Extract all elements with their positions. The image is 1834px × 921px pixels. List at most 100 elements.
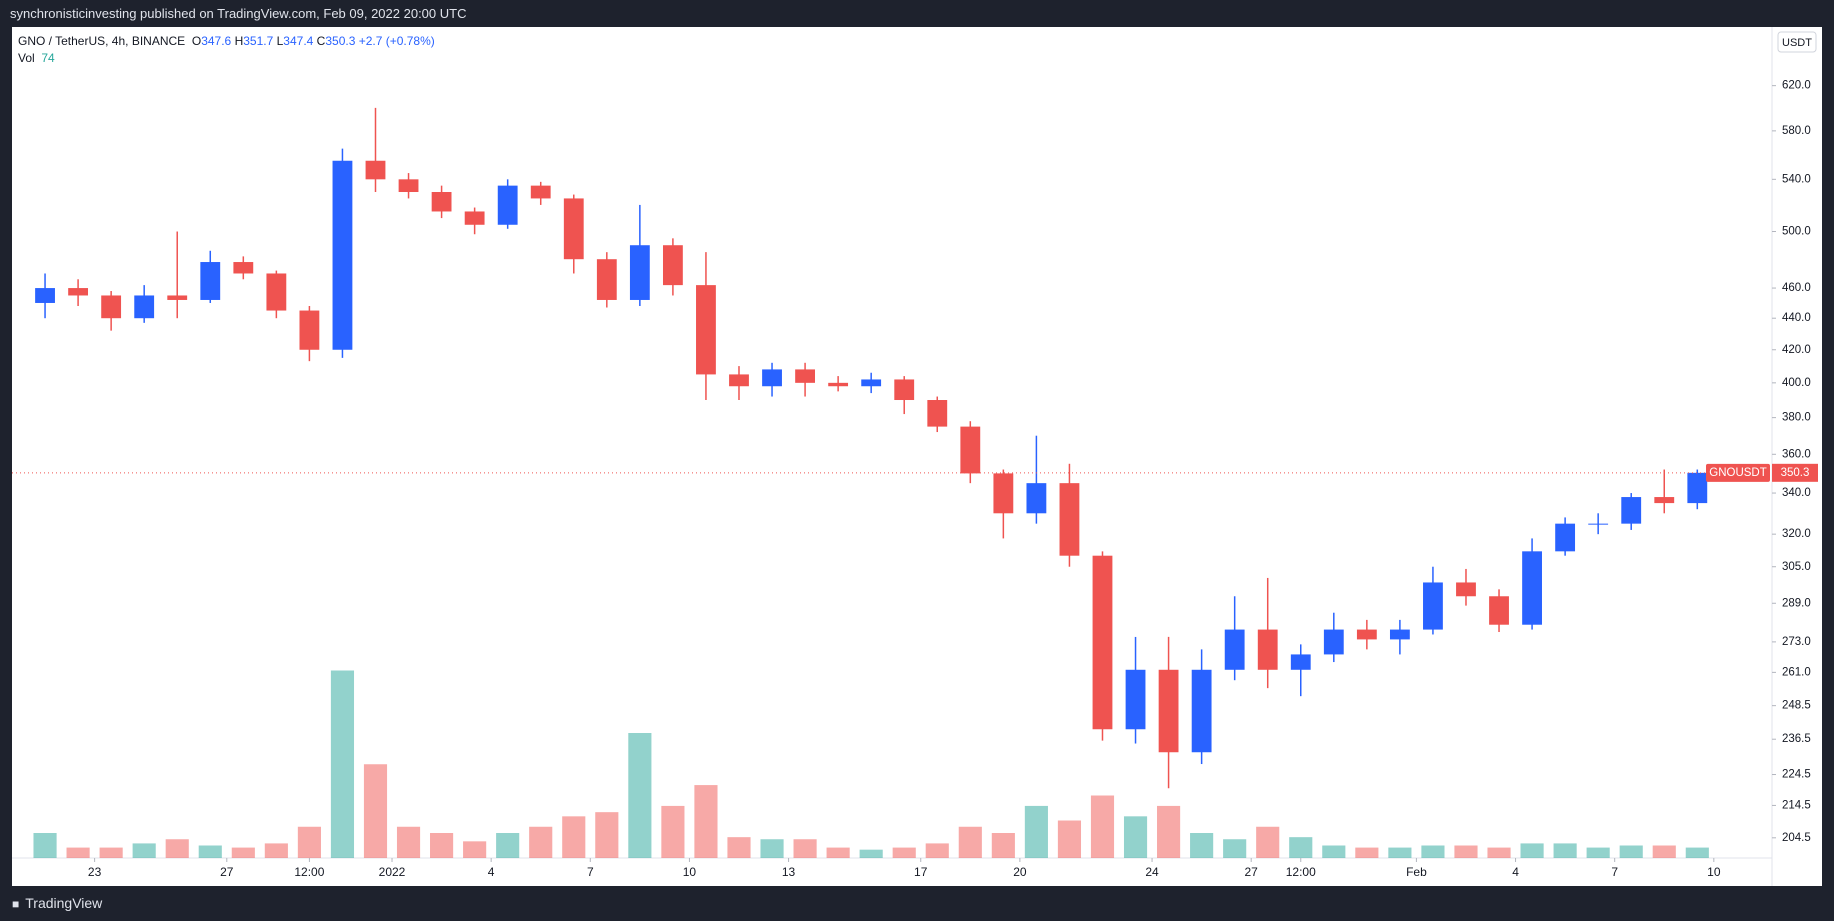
candle-body [1489,596,1509,625]
candle-body [68,288,89,296]
candle-body [266,273,287,311]
candle-body [167,295,188,300]
candle-body [1588,523,1609,525]
x-tick-label: 20 [1013,865,1027,879]
candle-body [101,295,122,319]
volume-bar [496,833,520,858]
volume-bar [892,847,916,858]
open-label: O [191,34,202,48]
x-tick-label: Feb [1406,865,1427,879]
open-value: 347.6 [201,34,232,48]
candle-body [828,382,849,387]
x-tick-label: 2022 [379,865,406,879]
candle-body [497,185,518,225]
y-tick-label: 400.0 [1782,377,1811,389]
y-tick-label: 236.5 [1782,733,1811,745]
volume-bar [1024,805,1048,858]
price-tag-label: 350.3 [1781,467,1810,479]
low-value: 347.4 [283,34,314,48]
candle-body [960,426,981,474]
volume-bar [132,843,156,858]
y-tick-label: 420.0 [1782,344,1811,356]
candle-body [1522,551,1542,625]
change: +2.7 (+0.78%) [358,34,435,48]
candle-body [35,288,55,303]
candle-body [795,369,815,383]
volume-bar [826,847,850,858]
brand: TradingView [25,895,103,911]
volume-bar [463,841,487,858]
volume-bar [1487,847,1511,858]
x-tick-label: 23 [88,865,102,879]
y-tick-label: 500.0 [1782,226,1811,238]
candle-body [1621,497,1642,524]
y-tick-label: 289.0 [1782,597,1811,609]
candle-body [1456,582,1476,597]
candle-body [431,192,452,212]
candle-body [1389,629,1410,640]
volume-bar [562,816,586,858]
candle-body [1257,629,1278,670]
candle-body [200,262,221,300]
candle-body [1059,483,1080,556]
price-tag [1772,463,1818,482]
volume-bar [1586,847,1610,858]
candle-body [762,369,782,387]
volume-bar [363,764,388,858]
volume-bar [1685,847,1709,858]
volume-bar [727,837,751,858]
volume-bar [1090,795,1115,858]
x-tick-label: 27 [1245,865,1259,879]
candle-body [1092,555,1113,730]
legend-row: Vol 74 [18,50,435,67]
close-value: 350.3 [325,34,356,48]
volume-bar [165,839,189,858]
volume-value: 74 [41,51,55,65]
x-tick-label: 10 [683,865,697,879]
x-tick-label: 7 [1611,865,1618,879]
volume-bar [760,839,784,858]
candle-body [563,198,584,260]
x-tick-label: 12:00 [1286,865,1316,879]
volume-bar [1421,845,1445,858]
volume-bar [297,826,321,858]
y-tick-label: 204.5 [1782,832,1811,844]
volume-bar [1322,845,1346,858]
currency[interactable]: USDT [1782,37,1812,49]
volume-bar [430,833,454,858]
candle-body [1158,669,1179,753]
x-tick-label: 7 [587,865,594,879]
volume-bar [1355,847,1379,858]
candle-body [299,310,320,350]
volume-bar [330,670,355,858]
y-tick-label: 273.0 [1782,636,1811,648]
candle-body [1125,669,1146,730]
candle-body [1290,654,1311,670]
volume-bar [1652,845,1676,858]
x-tick-label: 12:00 [294,865,324,879]
candle-body [1423,582,1443,630]
currency-button[interactable] [1777,31,1817,53]
x-tick-label: 4 [488,865,495,879]
volume-bar [264,843,288,858]
volume-bar [198,845,222,858]
candle-body [662,245,683,286]
chart-background [12,27,1822,886]
volume-bar [1619,845,1643,858]
y-tick-label: 380.0 [1782,412,1811,424]
volume-bar [1256,826,1280,858]
candle-body [629,245,650,300]
y-tick-label: 360.0 [1782,448,1811,460]
y-tick-label: 580.0 [1782,125,1811,137]
volume-bar [1553,843,1577,858]
volume-bar [958,826,982,858]
logo: ■ [12,897,20,911]
volume-bar [793,839,817,858]
volume-bar [231,847,255,858]
volume-bar [66,847,90,858]
high-label: H [234,34,244,48]
candle-body [927,400,948,427]
candle-body [729,374,749,387]
candle-body [332,160,353,350]
x-tick-label: 4 [1512,865,1519,879]
